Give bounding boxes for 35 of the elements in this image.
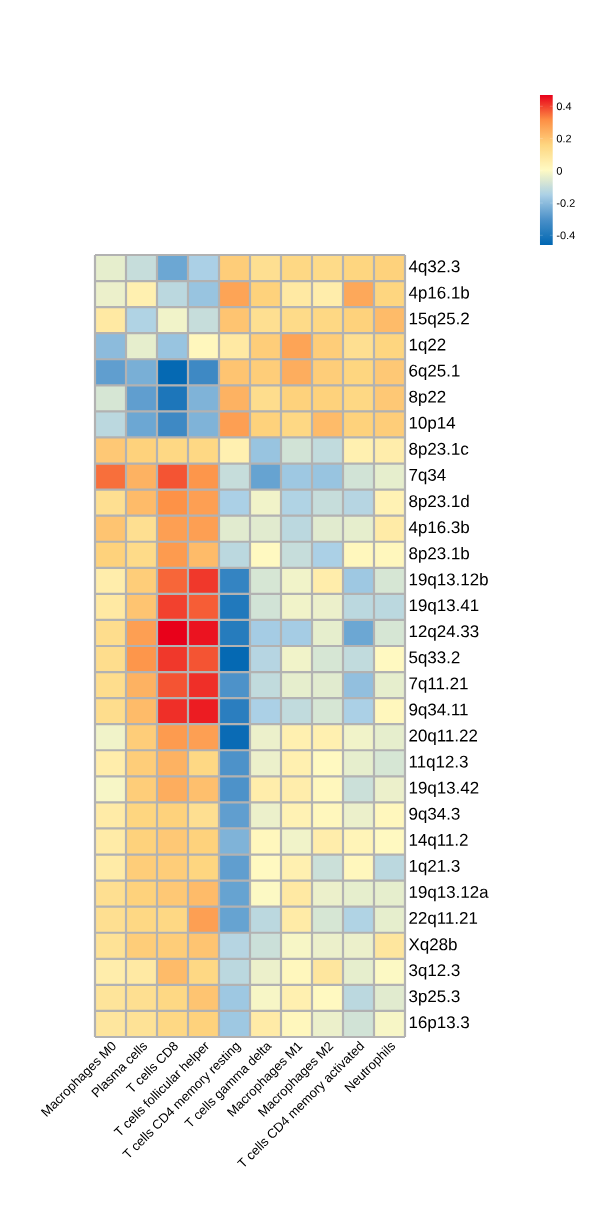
y-tick-label: 3p25.3 <box>409 990 460 1006</box>
y-tick-label: 19q13.12a <box>409 885 489 902</box>
color-bar-label: -0.2 <box>556 199 575 207</box>
y-tick-label: 6q25.1 <box>409 364 460 380</box>
color-bar-label: 0 <box>556 166 563 175</box>
color-bar-label: -0.4 <box>556 231 575 240</box>
y-tick-label: 4p16.1b <box>408 286 470 302</box>
y-tick-label: 3q12.3 <box>409 964 460 980</box>
y-tick-label: 8p23.1d <box>409 494 469 511</box>
y-tick-label: 4q32.3 <box>408 260 460 276</box>
y-tick-label: 16p13.3 <box>409 1016 469 1032</box>
y-tick-label: 1q21.3 <box>409 859 460 876</box>
y-tick-label: 4p16.3b <box>408 520 470 537</box>
y-tick-label: 9q34.3 <box>409 807 460 824</box>
y-tick-label: 11q12.3 <box>409 755 468 771</box>
y-tick-label: Xq28b <box>408 937 457 954</box>
y-tick-label: 22q11.21 <box>409 912 478 928</box>
color-bar-label: 0.2 <box>556 134 572 143</box>
y-tick-label: 7q34 <box>409 468 446 485</box>
y-tick-label: 14q11.2 <box>409 833 468 850</box>
y-tick-label: 8p23.1c <box>409 442 469 459</box>
y-tick-label: 9q34.11 <box>409 703 468 719</box>
y-tick-label: 10p14 <box>409 416 456 433</box>
y-tick-label: 8p23.1b <box>409 546 470 563</box>
y-tick-label: 15q25.2 <box>409 312 469 328</box>
y-tick-label: 7q11.21 <box>409 677 468 693</box>
y-tick-label: 19q13.41 <box>409 599 479 615</box>
y-tick-label: 8p22 <box>409 390 446 407</box>
y-tick-label: 19q13.12b <box>409 572 488 589</box>
y-tick-label: 20q11.22 <box>409 729 478 745</box>
y-tick-label: 1q22 <box>409 338 446 354</box>
color-bar-label: 0.4 <box>556 102 572 111</box>
y-tick-label: 19q13.42 <box>409 781 479 798</box>
y-tick-label: 12q24.33 <box>409 625 479 641</box>
y-tick-label: 5q33.2 <box>409 651 460 667</box>
